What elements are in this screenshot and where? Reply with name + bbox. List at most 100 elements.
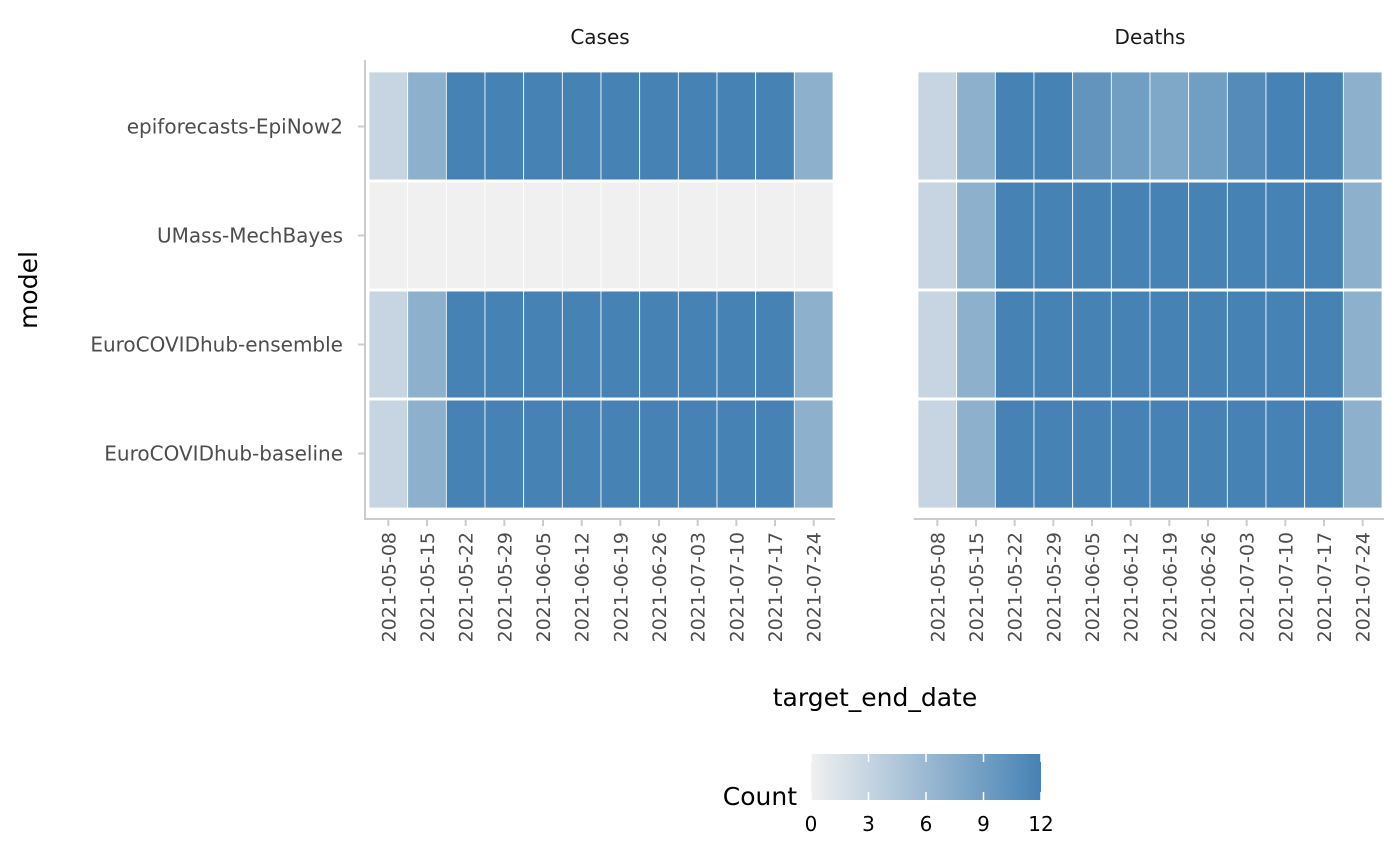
heatmap-cell — [1304, 71, 1344, 182]
heatmap-cell — [755, 180, 795, 291]
heatmap-cell — [1304, 289, 1344, 400]
heatmap-cell — [600, 289, 641, 400]
heatmap-cell — [1342, 180, 1383, 291]
heatmap-cell — [1033, 289, 1074, 400]
heatmap-cell — [1149, 398, 1190, 509]
heatmap-cell — [677, 289, 718, 400]
heatmap-cell — [600, 71, 641, 182]
x-tick-label: 2021-06-26 — [649, 532, 671, 642]
heatmap-cell — [677, 398, 718, 509]
x-tick-label: 2021-07-10 — [1275, 532, 1297, 642]
heatmap-cell — [484, 180, 525, 291]
heatmap-cell — [484, 398, 525, 509]
x-tick-label: 2021-05-08 — [378, 532, 400, 642]
heatmap-cell — [793, 71, 834, 182]
heatmap-cell — [639, 180, 679, 291]
heatmap-cell — [1110, 71, 1151, 182]
x-tick-label: 2021-06-05 — [533, 532, 555, 642]
heatmap-cell — [1226, 289, 1267, 400]
heatmap-cell — [1342, 289, 1383, 400]
heatmap-cell — [677, 180, 718, 291]
heatmap-cell — [994, 71, 1035, 182]
x-tick-label: 2021-06-26 — [1198, 532, 1220, 642]
heatmap-cell — [484, 71, 525, 182]
legend-tick-label: 0 — [805, 812, 818, 836]
heatmap-cell — [1072, 398, 1112, 509]
x-axis: 2021-05-08 2021-05-15 2021-05-22 2021-05-29… — [365, 518, 1384, 642]
heatmap-cell — [956, 289, 996, 400]
x-tick-label: 2021-06-19 — [610, 532, 632, 642]
x-tick-label: 2021-07-17 — [1314, 532, 1336, 642]
heatmap-cell — [523, 398, 563, 509]
legend-tick-label: 3 — [862, 812, 875, 836]
heatmap-cell — [1072, 180, 1112, 291]
heatmap-cell — [1265, 180, 1306, 291]
x-tick-label: 2021-07-03 — [688, 532, 710, 642]
heatmap-cell — [368, 398, 409, 509]
heatmap-cell — [1265, 71, 1306, 182]
legend-title: Count — [723, 782, 797, 811]
heatmap-cell — [1265, 398, 1306, 509]
y-tick-label: epiforecasts-EpiNow2 — [127, 115, 343, 139]
x-tick-label: 2021-06-05 — [1082, 532, 1104, 642]
heatmap-cell — [368, 289, 409, 400]
heatmap-cell — [793, 289, 834, 400]
x-tick-label: 2021-05-15 — [966, 532, 988, 642]
heatmap-cell — [368, 180, 409, 291]
heatmap-cell — [716, 71, 757, 182]
x-tick-label: 2021-06-19 — [1159, 532, 1181, 642]
heatmap-cell — [956, 71, 996, 182]
heatmap-cell — [1149, 289, 1190, 400]
heatmap-cell — [445, 180, 486, 291]
y-tick-label: UMass-MechBayes — [157, 224, 343, 248]
y-tick-label: EuroCOVIDhub-baseline — [104, 442, 343, 466]
heatmap-cell — [1188, 398, 1228, 509]
x-tick-label: 2021-07-24 — [1353, 532, 1375, 642]
heatmap-cell — [1188, 71, 1228, 182]
heatmap-cell — [600, 398, 641, 509]
heatmap-cell — [677, 71, 718, 182]
heatmap-cell — [1033, 180, 1074, 291]
facet-title-deaths: Deaths — [1115, 25, 1186, 49]
heatmap-cell — [561, 398, 602, 509]
heatmap-cell — [956, 398, 996, 509]
heatmap-cells — [368, 71, 1383, 509]
heatmap-cell — [1188, 289, 1228, 400]
x-tick-label: 2021-05-29 — [1043, 532, 1065, 642]
heatmap-cell — [1226, 71, 1267, 182]
x-tick-label: 2021-05-22 — [1005, 532, 1027, 642]
heatmap-cell — [1110, 180, 1151, 291]
heatmap-cell — [793, 398, 834, 509]
x-tick-label: 2021-07-17 — [765, 532, 787, 642]
heatmap-cell — [1149, 71, 1190, 182]
heatmap-cell — [561, 71, 602, 182]
heatmap-cell — [523, 71, 563, 182]
heatmap-cell — [917, 398, 958, 509]
heatmap-cell — [1072, 71, 1112, 182]
y-axis-labels: epiforecasts-EpiNow2 UMass-MechBayes EuroC… — [90, 115, 365, 466]
heatmap-cell — [523, 289, 563, 400]
heatmap-cell — [407, 398, 447, 509]
x-tick-label: 2021-07-10 — [726, 532, 748, 642]
facet-title-cases: Cases — [570, 25, 629, 49]
heatmap-cell — [1149, 180, 1190, 291]
heatmap-cell — [561, 180, 602, 291]
heatmap-cell — [755, 71, 795, 182]
legend-tick-label: 12 — [1028, 812, 1053, 836]
heatmap-cell — [1304, 398, 1344, 509]
x-tick-label: 2021-05-29 — [494, 532, 516, 642]
heatmap-cell — [1304, 180, 1344, 291]
heatmap-cell — [407, 71, 447, 182]
heatmap-cell — [755, 289, 795, 400]
heatmap-cell — [1110, 398, 1151, 509]
heatmap-cell — [755, 398, 795, 509]
heatmap-cell — [994, 289, 1035, 400]
heatmap-cell — [484, 289, 525, 400]
heatmap-cell — [561, 289, 602, 400]
heatmap-cell — [407, 289, 447, 400]
legend-ticks: 0 3 6 9 12 — [805, 754, 1054, 836]
heatmap-cell — [956, 180, 996, 291]
heatmap-cell — [1188, 180, 1228, 291]
y-axis-title: model — [14, 251, 43, 329]
